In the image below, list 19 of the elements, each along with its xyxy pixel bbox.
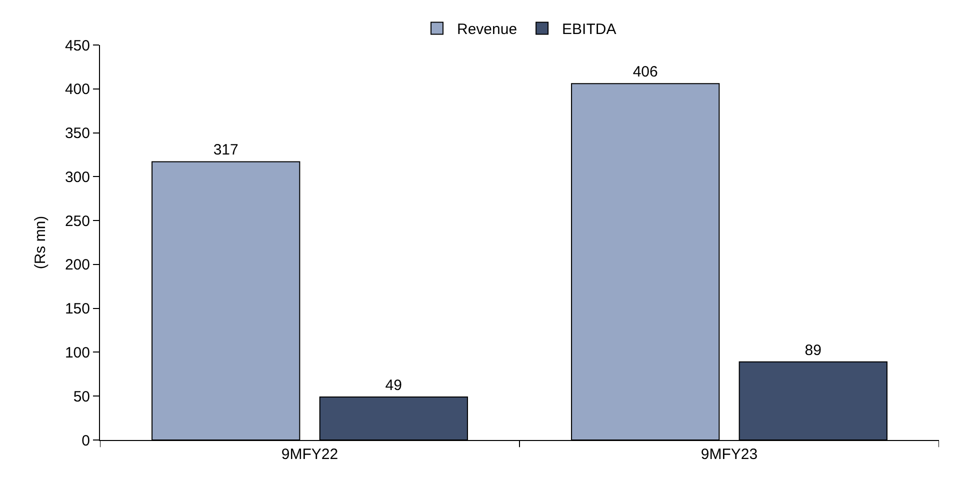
data-label: 406 [632,64,658,81]
y-tick-label: 450 [64,37,90,54]
y-tick-label: 100 [64,344,90,362]
legend-label: EBITDA [562,21,616,38]
data-label: 89 [804,342,822,359]
y-tick-label: 200 [64,256,90,274]
y-axis-title: (Rs mn) [32,216,50,270]
y-tick-label: 350 [64,125,90,142]
y-tick-label: 250 [64,212,90,230]
legend-label: Revenue [457,21,518,38]
y-tick-label: 150 [64,300,90,318]
y-tick-label: 50 [73,388,90,406]
y-tick-label: 0 [82,432,90,450]
x-tick-label: 9MFY22 [281,446,338,463]
y-tick-label: 300 [64,168,90,186]
data-label: 317 [213,142,238,159]
data-label: 49 [385,376,402,394]
y-tick-label: 400 [64,81,90,98]
x-tick-label: 9MFY23 [700,446,758,463]
